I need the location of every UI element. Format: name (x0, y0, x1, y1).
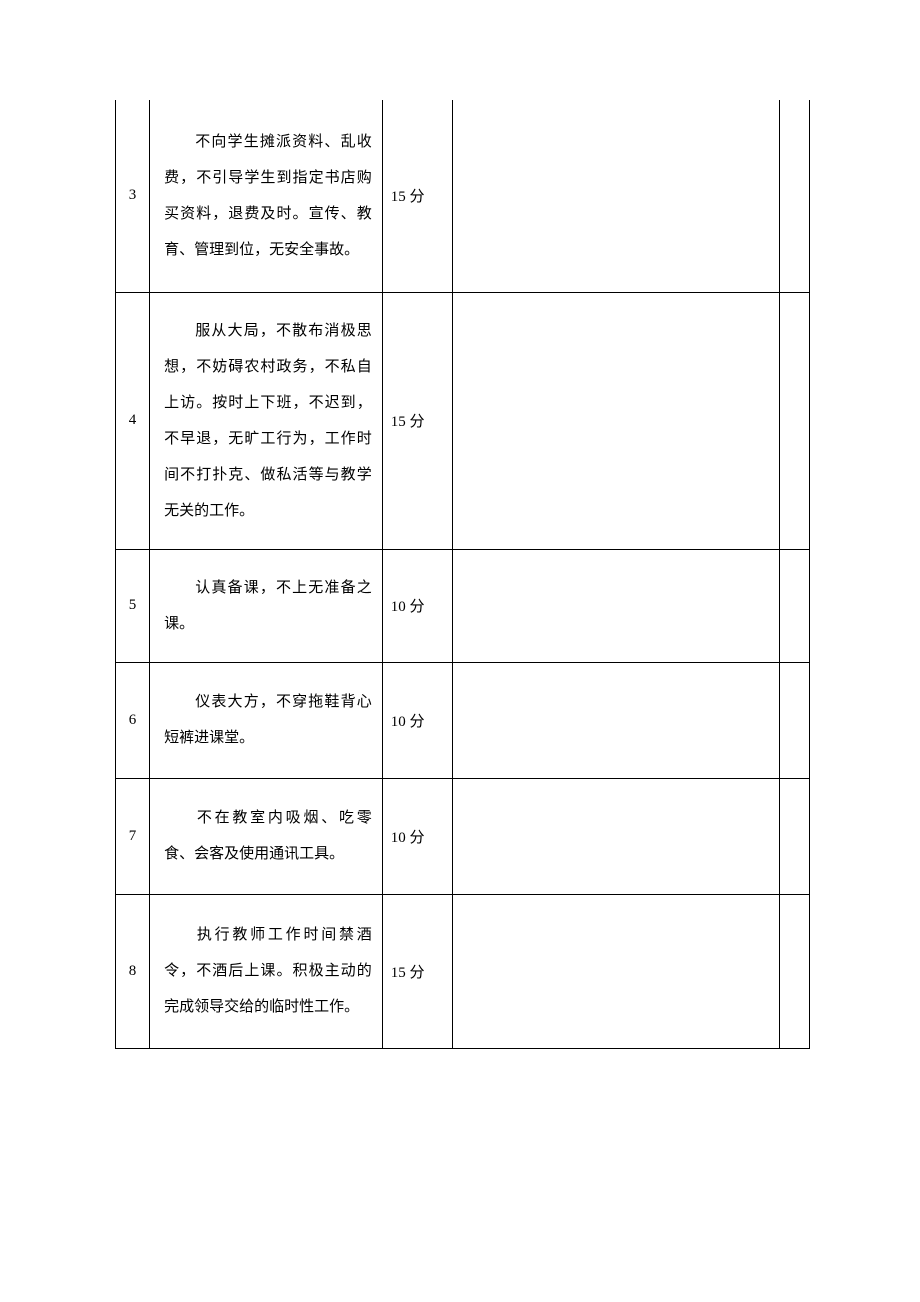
row-blank-2 (779, 894, 809, 1048)
row-number: 7 (116, 778, 150, 894)
description-text: 不向学生摊派资料、乱收费，不引导学生到指定书店购买资料，退费及时。宣传、教育、管… (164, 134, 372, 258)
description-text: 执行教师工作时间禁酒令，不酒后上课。积极主动的完成领导交给的临时性工作。 (164, 927, 372, 1015)
row-blank-2 (779, 292, 809, 549)
row-blank-1 (452, 100, 779, 292)
row-number: 5 (116, 549, 150, 662)
row-number: 8 (116, 894, 150, 1048)
row-blank-1 (452, 894, 779, 1048)
row-score: 15 分 (382, 292, 452, 549)
row-blank-1 (452, 292, 779, 549)
table-row: 3不向学生摊派资料、乱收费，不引导学生到指定书店购买资料，退费及时。宣传、教育、… (116, 100, 810, 292)
row-blank-2 (779, 549, 809, 662)
row-score: 15 分 (382, 894, 452, 1048)
table-row: 6 仪表大方，不穿拖鞋背心短裤进课堂。10 分 (116, 662, 810, 778)
row-number: 4 (116, 292, 150, 549)
row-blank-2 (779, 778, 809, 894)
row-blank-1 (452, 549, 779, 662)
description-text: 服从大局，不散布消极思想，不妨碍农村政务，不私自上访。按时上下班，不迟到，不早退… (164, 323, 372, 519)
table-row: 4服从大局，不散布消极思想，不妨碍农村政务，不私自上访。按时上下班，不迟到，不早… (116, 292, 810, 549)
row-description: 仪表大方，不穿拖鞋背心短裤进课堂。 (150, 662, 383, 778)
evaluation-table: 3不向学生摊派资料、乱收费，不引导学生到指定书店购买资料，退费及时。宣传、教育、… (115, 100, 810, 1049)
row-description: 认真备课，不上无准备之课。 (150, 549, 383, 662)
row-blank-1 (452, 662, 779, 778)
row-score: 10 分 (382, 778, 452, 894)
description-text: 认真备课，不上无准备之课。 (164, 580, 372, 632)
description-text: 不在教室内吸烟、吃零食、会客及使用通讯工具。 (164, 810, 372, 862)
row-blank-2 (779, 100, 809, 292)
page-container: 3不向学生摊派资料、乱收费，不引导学生到指定书店购买资料，退费及时。宣传、教育、… (0, 0, 920, 1049)
row-number: 6 (116, 662, 150, 778)
table-row: 5 认真备课，不上无准备之课。10 分 (116, 549, 810, 662)
row-score: 15 分 (382, 100, 452, 292)
row-blank-2 (779, 662, 809, 778)
row-description: 服从大局，不散布消极思想，不妨碍农村政务，不私自上访。按时上下班，不迟到，不早退… (150, 292, 383, 549)
description-text: 仪表大方，不穿拖鞋背心短裤进课堂。 (164, 694, 372, 746)
table-row: 8执行教师工作时间禁酒令，不酒后上课。积极主动的完成领导交给的临时性工作。15 … (116, 894, 810, 1048)
table-row: 7 不在教室内吸烟、吃零食、会客及使用通讯工具。10 分 (116, 778, 810, 894)
row-blank-1 (452, 778, 779, 894)
row-description: 不在教室内吸烟、吃零食、会客及使用通讯工具。 (150, 778, 383, 894)
row-score: 10 分 (382, 549, 452, 662)
row-number: 3 (116, 100, 150, 292)
table-body: 3不向学生摊派资料、乱收费，不引导学生到指定书店购买资料，退费及时。宣传、教育、… (116, 100, 810, 1048)
row-description: 执行教师工作时间禁酒令，不酒后上课。积极主动的完成领导交给的临时性工作。 (150, 894, 383, 1048)
row-description: 不向学生摊派资料、乱收费，不引导学生到指定书店购买资料，退费及时。宣传、教育、管… (150, 100, 383, 292)
row-score: 10 分 (382, 662, 452, 778)
